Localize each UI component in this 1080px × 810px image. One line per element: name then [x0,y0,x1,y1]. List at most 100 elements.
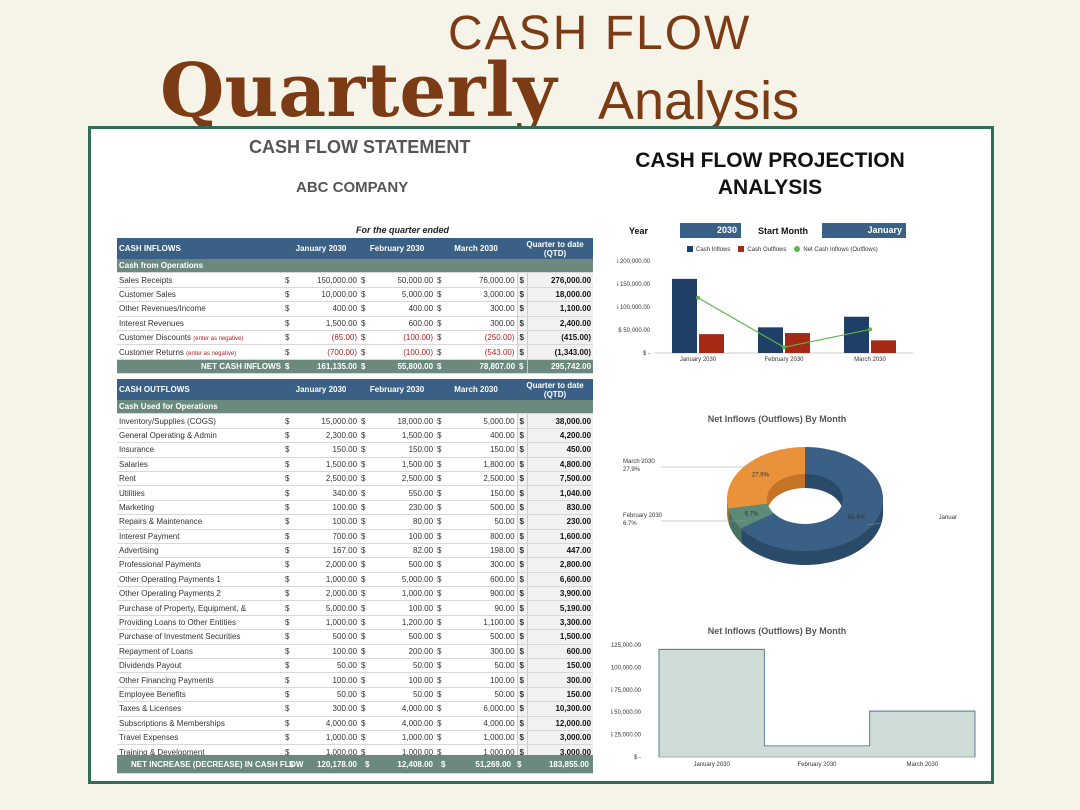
statement-title: CASH FLOW STATEMENT [249,137,471,157]
month-header: January 2030 [283,379,360,400]
row-label: Sales Receipts [117,272,283,288]
table-row: Professional Payments $2,000.00 $500.00 $30… [117,557,594,573]
cell-value: 1,500.00 [295,316,360,331]
table-row: Interest Payment $700.00 $100.00 $800.00 $1,… [117,529,594,544]
qtd-value: 3,000.00 [526,730,594,746]
currency-sign: $ [283,457,295,472]
currency-sign: $ [516,413,528,429]
cell-value: 400.00 [295,301,360,317]
cell-value: (250.00) [447,330,518,346]
currency-sign: $ [359,572,372,588]
cell-value: 50.00 [371,687,436,703]
net-currency-4: $ [517,760,522,769]
currency-sign: $ [283,301,295,317]
section-fill [447,400,518,415]
currency-sign: $ [516,658,528,674]
row-label: Advertising [117,543,283,559]
y-tick-label: $ 100,000.00 [617,305,651,311]
y-tick-label: $ 25,000.00 [611,733,642,739]
start-month-label: Start Month [758,226,808,236]
start-month-selector[interactable]: January [822,223,906,238]
row-label: Providing Loans to Other Entities [117,615,283,631]
currency-sign: $ [359,543,372,559]
pie-chart: 65.4%January 203065.4%6.7%February 20306… [623,447,957,565]
net-value-jan: 120,178.00 [316,760,357,769]
total-label: NET CASH INFLOWS [117,359,283,375]
currency-sign: $ [516,287,528,303]
inflow-bar [672,278,697,353]
cell-value: 50.00 [447,687,518,703]
cell-value: 82.00 [371,543,436,559]
row-label-text: Customer Returns [119,347,184,357]
donut-slice [728,503,774,529]
currency-sign: $ [283,287,295,303]
currency-sign: $ [435,557,448,573]
cell-value: 500.00 [295,629,360,645]
currency-sign: $ [516,557,528,573]
row-label: Other Operating Payments 1 [117,572,283,588]
currency-sign: $ [359,287,372,303]
table-row: Travel Expenses $1,000.00 $1,000.00 $1,000.… [117,730,594,746]
currency-sign: $ [283,514,295,530]
x-tick-label: March 2030 [906,762,938,768]
table-row: Interest Revenues $1,500.00 $600.00 $300.00… [117,316,594,331]
cell-value: 4,000.00 [371,701,436,717]
currency-sign: $ [283,658,295,674]
cell-value: 300.00 [447,316,518,331]
y-tick-label: $ 50,000.00 [611,710,642,716]
section-fill [283,400,295,415]
currency-sign: $ [283,572,295,588]
net-currency-2: $ [365,760,370,769]
row-label: Subscriptions & Memberships [117,716,283,731]
table-row: Advertising $167.00 $82.00 $198.00 $447.00 [117,543,594,559]
table-row: Employee Benefits $50.00 $50.00 $50.00 $150.… [117,687,594,703]
row-label: Taxes & Licenses [117,701,283,717]
row-label-text: Repairs & Maintenance [119,517,203,527]
currency-sign: $ [359,428,372,444]
currency-sign: $ [517,359,528,375]
cell-value: 100.00 [295,644,360,660]
company-name: ABC COMPANY [296,179,409,196]
currency-sign: $ [359,344,372,360]
cell-value: 500.00 [447,500,518,516]
qtd-value: 300.00 [526,672,594,688]
slice-label-pct: 6.7% [623,521,637,527]
currency-sign: $ [435,586,448,602]
cell-value: 550.00 [371,485,436,501]
outflow-bar [871,340,896,353]
cell-value: 700.00 [295,529,360,544]
slice-label: January 2030 [939,515,957,521]
row-label-text: Interest Revenues [119,318,184,328]
cell-value: 150,000.00 [295,272,360,288]
row-label-text: Other Revenues/Income [119,304,206,314]
row-label: Purchase of Investment Securities [117,629,283,645]
row-label-text: Customer Discounts [119,333,192,343]
month-header: February 2030 [359,238,436,259]
cell-value: 1,000.00 [295,572,360,588]
currency-sign: $ [516,428,528,444]
row-label: Customer Discounts (enter as negative) [117,330,283,346]
cell-value: 150.00 [371,442,436,458]
currency-sign: $ [283,730,295,746]
section-fill [359,400,372,415]
cell-value: 2,500.00 [447,471,518,487]
net-value-qtd: 183,855.00 [548,760,589,769]
currency-sign: $ [516,485,528,501]
qtd-value: 3,300.00 [526,615,594,631]
net-currency-3: $ [441,760,446,769]
section-fill [371,400,436,415]
qtd-value: 7,500.00 [526,471,594,487]
currency-sign: $ [435,730,448,746]
section-fill [517,259,528,274]
cell-value: 300.00 [447,557,518,573]
row-label-text: Customer Sales [119,289,176,299]
year-selector[interactable]: 2030 [680,223,741,238]
row-label-text: Salaries [119,459,148,469]
currency-sign: $ [283,330,295,346]
currency-sign: $ [283,316,295,331]
currency-sign: $ [435,442,448,458]
cell-value: 500.00 [447,629,518,645]
currency-sign: $ [435,644,448,660]
total-qtd-value: 295,742.00 [526,359,594,375]
outflows-header: CASH OUTFLOWS [117,379,283,400]
